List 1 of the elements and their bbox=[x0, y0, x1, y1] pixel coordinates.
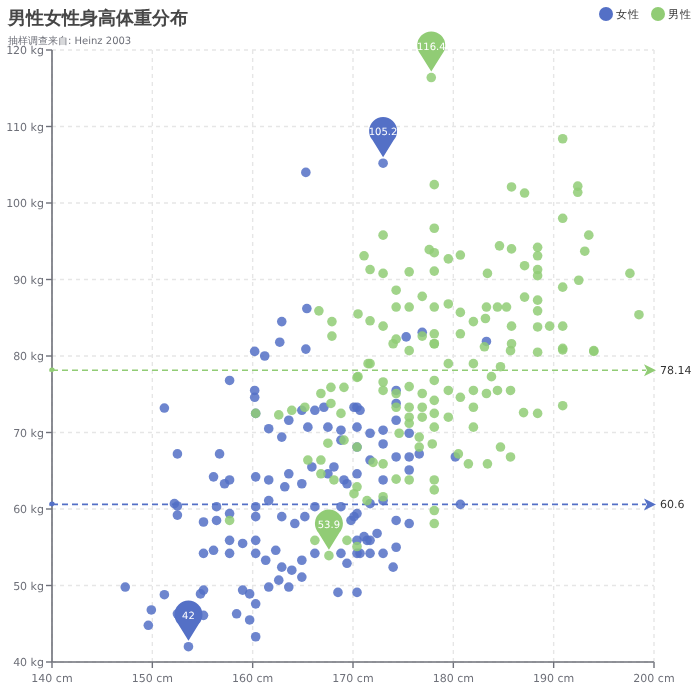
chart-title: 男性女性身高体重分布 bbox=[6, 8, 188, 30]
